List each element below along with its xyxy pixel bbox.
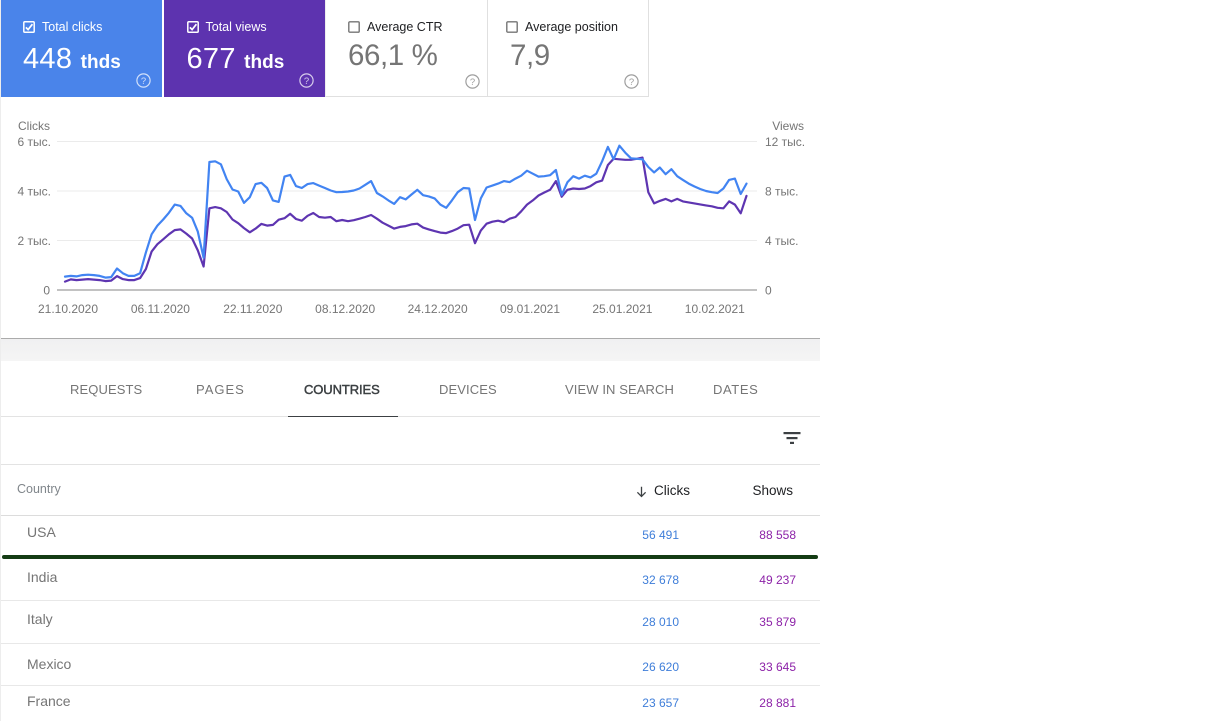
svg-text:8 тыс.: 8 тыс. (765, 185, 798, 199)
svg-text:10.02.2021: 10.02.2021 (685, 302, 745, 316)
svg-text:08.12.2020: 08.12.2020 (315, 302, 375, 316)
svg-text:0: 0 (765, 284, 772, 298)
svg-text:0: 0 (43, 284, 50, 298)
svg-text:Views: Views (772, 119, 804, 133)
svg-text:4 тыс.: 4 тыс. (765, 234, 798, 248)
svg-text:2 тыс.: 2 тыс. (18, 234, 51, 248)
svg-text:6 тыс.: 6 тыс. (18, 135, 51, 149)
svg-text:24.12.2020: 24.12.2020 (408, 302, 468, 316)
svg-text:4 тыс.: 4 тыс. (18, 185, 51, 199)
svg-text:06.11.2020: 06.11.2020 (131, 302, 190, 316)
svg-text:21.10.2020: 21.10.2020 (38, 302, 98, 316)
svg-text:12 тыс.: 12 тыс. (765, 135, 805, 149)
svg-text:?: ? (304, 75, 309, 86)
svg-text:?: ? (470, 76, 475, 87)
svg-text:?: ? (629, 76, 634, 87)
svg-text:25.01.2021: 25.01.2021 (592, 302, 652, 316)
svg-text:Clicks: Clicks (18, 119, 50, 133)
svg-text:?: ? (141, 75, 146, 86)
svg-text:09.01.2021: 09.01.2021 (500, 302, 560, 316)
svg-text:22.11.2020: 22.11.2020 (223, 302, 282, 316)
